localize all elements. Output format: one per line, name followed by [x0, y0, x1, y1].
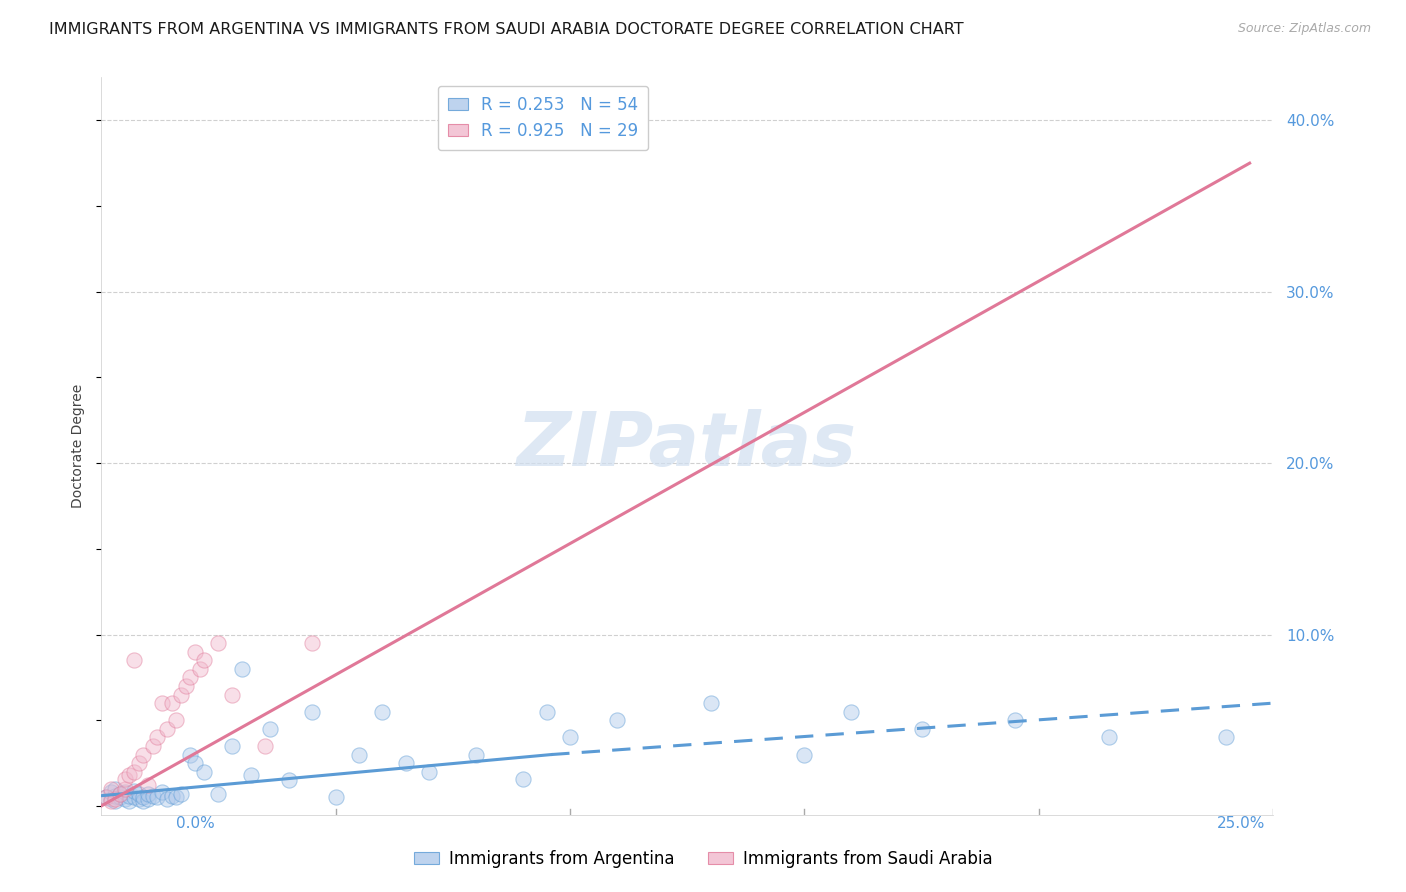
Point	[231, 662, 253, 676]
Point	[793, 747, 815, 762]
Point	[184, 645, 207, 659]
Point	[150, 696, 173, 710]
Point	[146, 790, 169, 805]
Point	[100, 792, 122, 806]
Point	[165, 713, 187, 727]
Point	[156, 722, 179, 736]
Point	[371, 705, 394, 719]
Point	[150, 785, 173, 799]
Y-axis label: Doctorate Degree: Doctorate Degree	[72, 384, 86, 508]
Point	[170, 688, 193, 702]
Point	[699, 696, 721, 710]
Point	[221, 688, 243, 702]
Point	[104, 781, 127, 796]
Point	[136, 779, 159, 793]
Point	[114, 772, 136, 786]
Point	[122, 783, 145, 797]
Point	[136, 792, 159, 806]
Point	[839, 705, 862, 719]
Point	[606, 713, 628, 727]
Point	[240, 768, 263, 782]
Point	[179, 670, 201, 684]
Point	[465, 747, 488, 762]
Point	[170, 787, 193, 801]
Point	[132, 790, 155, 805]
Point	[558, 731, 581, 745]
Point	[193, 764, 215, 779]
Text: 25.0%: 25.0%	[1218, 816, 1265, 831]
Text: IMMIGRANTS FROM ARGENTINA VS IMMIGRANTS FROM SAUDI ARABIA DOCTORATE DEGREE CORRE: IMMIGRANTS FROM ARGENTINA VS IMMIGRANTS …	[49, 22, 965, 37]
Point	[128, 756, 150, 771]
Point	[94, 790, 117, 805]
Point	[325, 790, 347, 805]
Point	[347, 747, 370, 762]
Point	[188, 662, 211, 676]
Point	[114, 785, 136, 799]
Point	[418, 764, 440, 779]
Point	[122, 653, 145, 667]
Point	[174, 679, 197, 693]
Point	[207, 787, 229, 801]
Point	[100, 781, 122, 796]
Point	[1004, 713, 1026, 727]
Point	[104, 792, 127, 806]
Point	[512, 772, 534, 786]
Point	[128, 787, 150, 801]
Point	[132, 747, 155, 762]
Point	[910, 722, 932, 736]
Legend: R = 0.253   N = 54, R = 0.925   N = 29: R = 0.253 N = 54, R = 0.925 N = 29	[437, 86, 648, 150]
Point	[114, 792, 136, 806]
Point	[128, 792, 150, 806]
Point	[277, 773, 299, 788]
Point	[118, 794, 141, 808]
Point	[114, 781, 136, 796]
Point	[165, 790, 187, 805]
Point	[122, 790, 145, 805]
Point	[104, 789, 127, 803]
Point	[132, 794, 155, 808]
Point	[100, 794, 122, 808]
Point	[104, 794, 127, 808]
Legend: Immigrants from Argentina, Immigrants from Saudi Arabia: Immigrants from Argentina, Immigrants fr…	[408, 844, 998, 875]
Text: ZIPatlas: ZIPatlas	[517, 409, 858, 483]
Point	[301, 705, 323, 719]
Point	[1098, 731, 1121, 745]
Point	[156, 792, 179, 806]
Point	[100, 785, 122, 799]
Point	[207, 636, 229, 650]
Text: 0.0%: 0.0%	[176, 816, 215, 831]
Point	[122, 764, 145, 779]
Point	[118, 789, 141, 803]
Point	[108, 787, 131, 801]
Point	[395, 756, 418, 771]
Point	[160, 789, 183, 803]
Point	[118, 768, 141, 782]
Text: Source: ZipAtlas.com: Source: ZipAtlas.com	[1237, 22, 1371, 36]
Point	[94, 790, 117, 805]
Point	[254, 739, 277, 753]
Point	[221, 739, 243, 753]
Point	[160, 696, 183, 710]
Point	[301, 636, 323, 650]
Point	[108, 787, 131, 801]
Point	[259, 722, 281, 736]
Point	[536, 705, 558, 719]
Point	[142, 739, 165, 753]
Point	[193, 653, 215, 667]
Point	[1215, 731, 1237, 745]
Point	[108, 790, 131, 805]
Point	[179, 747, 201, 762]
Point	[146, 731, 169, 745]
Point	[136, 787, 159, 801]
Point	[142, 789, 165, 803]
Point	[184, 756, 207, 771]
